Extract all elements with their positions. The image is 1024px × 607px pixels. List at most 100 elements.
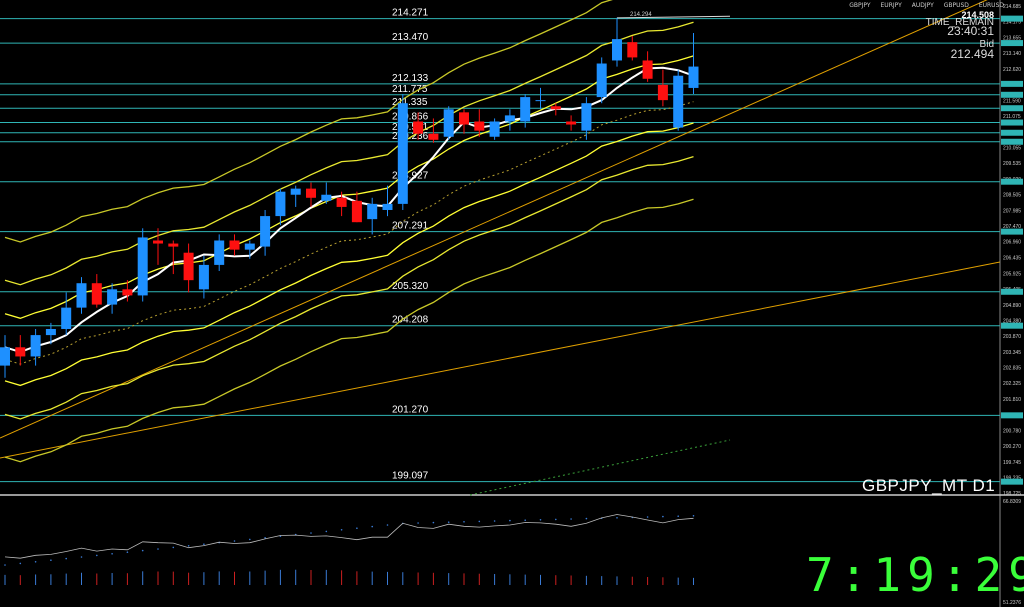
candle-body: [428, 133, 439, 140]
candle-body: [397, 103, 408, 204]
osc-dot: [616, 517, 618, 519]
candle-body: [260, 216, 271, 247]
axis-tick-label: 198.725: [1003, 491, 1021, 497]
level-axis-marker: [1001, 138, 1023, 145]
level-axis-marker: [1001, 228, 1023, 235]
osc-dot: [570, 518, 572, 520]
osc-dot: [585, 517, 588, 520]
level-axis-marker: [1001, 15, 1023, 22]
ma-white: [4, 66, 694, 353]
time-remain-value: 23:40:31: [947, 24, 994, 38]
candle-body: [612, 39, 622, 61]
band-outer-lower: [4, 198, 694, 463]
tab-eurusd[interactable]: EURUSD: [978, 2, 1004, 9]
peak-line: [616, 15, 731, 19]
candle-body: [489, 121, 500, 137]
band-outer-upper: [4, 0, 613, 243]
candle-body: [581, 103, 592, 131]
axis-tick-label: 209.535: [1003, 161, 1021, 167]
level-axis-marker: [1001, 80, 1023, 87]
level-label: 214.271: [392, 8, 429, 19]
osc-dot: [141, 549, 144, 552]
candle-body: [596, 63, 607, 98]
osc-dot: [509, 519, 511, 522]
axis-tick-label: 207.470: [1003, 224, 1021, 230]
level-label: 210.866: [392, 112, 429, 123]
osc-dot: [493, 520, 496, 522]
osc-dot: [65, 557, 67, 560]
osc-dot: [646, 516, 649, 518]
osc-dot: [371, 525, 374, 528]
candle-body: [91, 283, 102, 305]
osc-dot: [111, 553, 113, 555]
level-label: 208.927: [392, 171, 429, 182]
level-label: 204.208: [392, 315, 429, 326]
candle-body: [107, 289, 118, 305]
osc-dot: [187, 545, 190, 547]
axis-tick-label: 213.140: [1003, 51, 1021, 57]
candle-body: [198, 264, 209, 290]
osc-dot: [662, 515, 664, 518]
level-label: 207.291: [392, 221, 429, 232]
level-label: 210.236: [392, 131, 429, 142]
band-lower: [4, 155, 694, 420]
candle-body: [351, 200, 362, 223]
level-label: 210.531: [392, 122, 429, 133]
axis-tick-label: 211.590: [1003, 98, 1021, 104]
level-axis-marker: [1001, 478, 1023, 485]
clock-display: 7:19:29: [806, 548, 1024, 602]
candle-body: [244, 243, 255, 250]
tab-eurjpy[interactable]: EURJPY: [880, 2, 902, 9]
level-axis-marker: [1001, 288, 1023, 295]
osc-dot: [50, 559, 52, 561]
candle-body: [229, 240, 240, 250]
candle-body: [642, 60, 653, 79]
axis-tick-label: 207.985: [1003, 208, 1021, 214]
axis-tick-label: 202.835: [1003, 366, 1021, 372]
symbol-tabs[interactable]: GBPJPY EURJPY AUDJPY GBPUSD EURUSD: [841, 2, 1004, 9]
candle-body: [61, 307, 72, 329]
candle-body: [550, 106, 561, 110]
tab-audjpy[interactable]: AUDJPY: [911, 2, 934, 9]
axis-tick-label: 199.745: [1003, 460, 1021, 466]
axis-tick-label: 205.925: [1003, 271, 1021, 277]
axis-tick-label: 203.870: [1003, 334, 1021, 340]
current-price: 214.508: [961, 10, 994, 20]
osc-dot: [4, 564, 6, 566]
axis-tick-label: 211.075: [1003, 114, 1021, 120]
level-label: 212.133: [392, 73, 429, 84]
osc-tick-bottom: 51.2376: [1003, 600, 1021, 606]
level-label: 213.470: [392, 32, 429, 43]
candle-body: [137, 237, 148, 296]
osc-dot: [203, 543, 205, 545]
axis-tick-label: 204.380: [1003, 318, 1021, 324]
axis-tick-label: 213.655: [1003, 35, 1021, 41]
candle-body: [459, 112, 469, 125]
osc-dot: [19, 562, 22, 565]
candle-body: [504, 115, 515, 122]
osc-dot: [264, 537, 266, 539]
tab-gbpjpy[interactable]: GBPJPY: [849, 2, 871, 9]
candle-body: [336, 197, 347, 207]
osc-dot: [126, 551, 129, 553]
osc-dot: [80, 556, 83, 558]
candle-body: [627, 42, 638, 58]
candle-body: [306, 188, 316, 198]
axis-tick-label: 206.435: [1003, 256, 1021, 262]
osc-dot: [356, 527, 358, 529]
level-label: 211.335: [392, 97, 428, 108]
level-axis-marker: [1001, 129, 1023, 136]
osc-dot: [96, 554, 98, 557]
candle-body: [153, 240, 163, 244]
axis-tick-label: 214.175: [1003, 20, 1021, 26]
tab-gbpusd[interactable]: GBPUSD: [943, 2, 969, 9]
level-axis-marker: [1001, 322, 1023, 329]
osc-dot: [432, 521, 435, 524]
candle-body: [535, 100, 546, 102]
osc-dot: [677, 515, 679, 517]
osc-dot: [233, 540, 236, 542]
candle-body: [520, 97, 531, 122]
trend-line-lower: [0, 261, 1001, 459]
axis-tick-label: 208.505: [1003, 193, 1021, 199]
